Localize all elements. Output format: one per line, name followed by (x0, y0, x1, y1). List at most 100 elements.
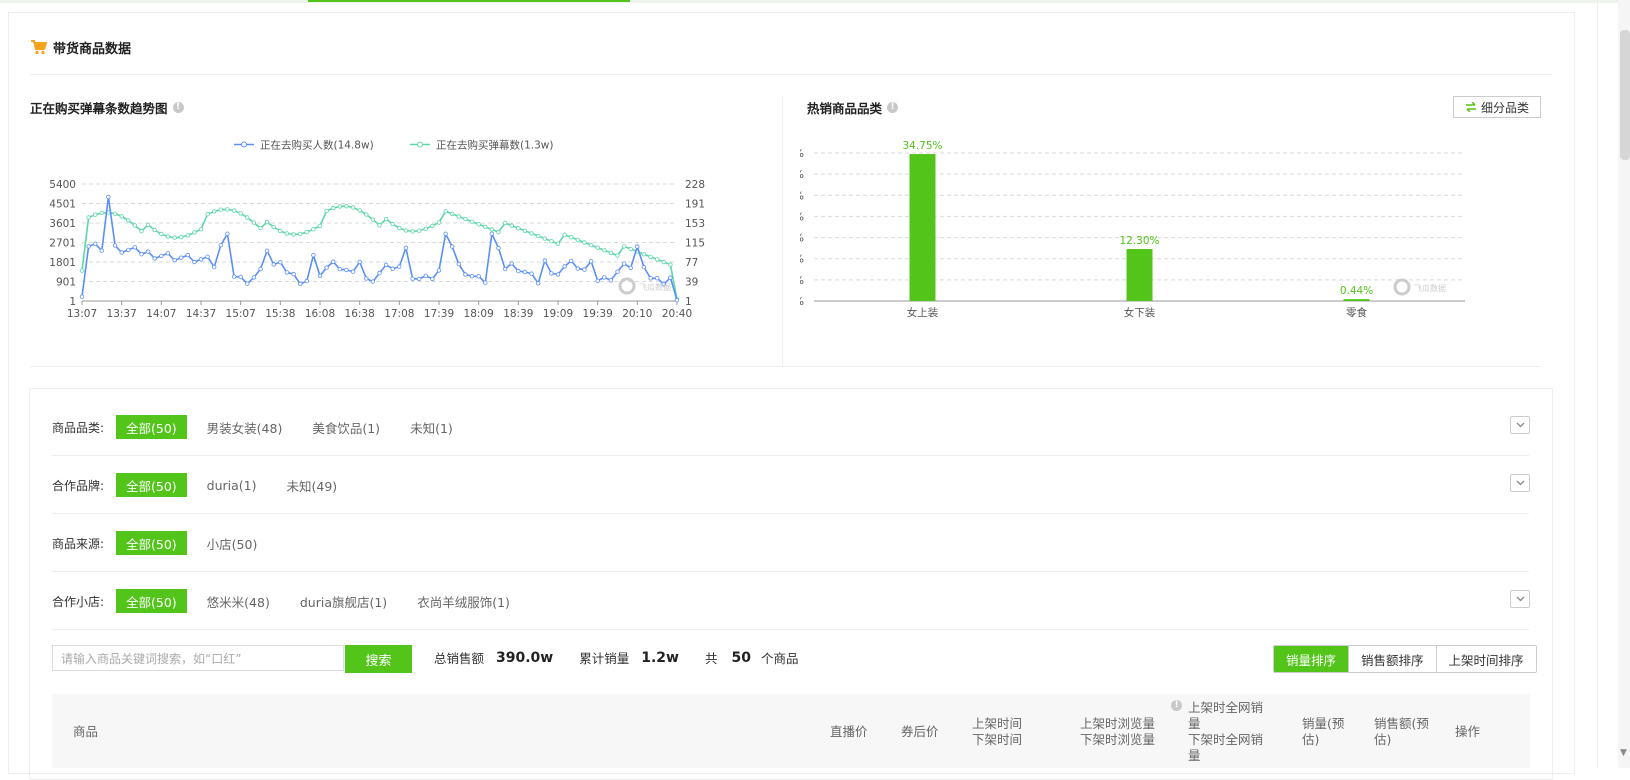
expand-button[interactable] (1510, 474, 1530, 492)
filter-chip[interactable]: 男装女装(48) (206, 420, 283, 436)
off-time-label: 下架时间 (972, 732, 1023, 747)
data-point (198, 226, 204, 232)
filter-chip[interactable]: 未知(49) (286, 478, 338, 494)
y-left-tick-label: 4501 (49, 199, 76, 211)
data-point (628, 246, 633, 252)
data-point (641, 264, 647, 270)
y-left-tick-label: 5400 (49, 179, 76, 191)
section-divider (30, 74, 1551, 75)
col-network-sales[interactable]: 上架时全网销 量 下架时全网销 量 (1188, 700, 1263, 764)
data-point (628, 265, 633, 271)
col-views[interactable]: 上架时浏览量 下架时浏览量 (1080, 716, 1155, 748)
data-point (575, 237, 580, 243)
data-point (258, 225, 263, 231)
bar (909, 154, 936, 301)
filter-chip[interactable]: 小店(50) (206, 536, 258, 552)
data-point (99, 248, 104, 253)
search-button[interactable]: 搜索 (345, 645, 412, 673)
col-shelf-time[interactable]: 上架时间 下架时间 (972, 716, 1022, 748)
filter-chip[interactable]: 全部(50) (116, 473, 187, 497)
x-tick-label: 17:08 (384, 308, 414, 320)
y-right-tick-label: 39 (685, 277, 698, 289)
filter-chip[interactable]: 衣尚羊绒服饰(1) (417, 594, 510, 610)
x-tick-label: 19:39 (583, 308, 613, 320)
info-icon[interactable]: ! (887, 102, 899, 113)
scrollbar-track[interactable] (1618, 0, 1630, 768)
filter-chip[interactable]: 全部(50) (116, 415, 187, 439)
filter-chip[interactable]: 悠米米(48) (206, 594, 270, 610)
data-point (185, 233, 190, 238)
x-tick-label: 16:08 (305, 308, 335, 320)
expand-button[interactable] (1510, 590, 1530, 608)
data-point (469, 219, 475, 224)
data-point (383, 262, 389, 268)
data-point (469, 273, 475, 279)
x-tick-label: 女下装 (1124, 306, 1156, 319)
filter-chip[interactable]: 美食饮品(1) (312, 420, 381, 436)
data-point (450, 211, 455, 217)
chevron-down-icon (1516, 422, 1524, 428)
est-amount-label: 销售额(预 (1374, 716, 1429, 731)
filter-row-source: 商品来源: 全部(50) 小店(50) (52, 531, 277, 555)
shelf-sales-label-2: 量 (1188, 716, 1201, 731)
data-point (271, 224, 276, 230)
x-tick-label: 20:40 (662, 308, 692, 320)
scrollbar-thumb[interactable] (1620, 30, 1630, 160)
filter-chip[interactable]: duria旗舰店(1) (299, 594, 388, 610)
data-point (397, 225, 402, 231)
data-point (423, 226, 428, 231)
sort-by-volume-button[interactable]: 销量排序 (1274, 646, 1349, 672)
data-point (245, 281, 250, 286)
panel-divider (782, 96, 783, 366)
blue-series-line (81, 196, 678, 301)
data-point (258, 266, 263, 272)
data-point (92, 241, 98, 246)
col-product: 商品 (73, 724, 99, 739)
info-icon[interactable]: ! (172, 102, 184, 113)
data-point (172, 258, 177, 263)
data-point (370, 279, 376, 284)
data-point (92, 212, 98, 217)
data-point (588, 259, 594, 264)
data-point (198, 257, 204, 262)
filter-chip[interactable]: 未知(1) (410, 420, 453, 436)
col-est-volume[interactable]: 销量(预 估) (1302, 716, 1344, 748)
info-icon[interactable]: ! (1171, 700, 1182, 711)
expand-button[interactable] (1510, 416, 1530, 434)
filter-chip[interactable]: 全部(50) (116, 531, 187, 555)
data-point (324, 208, 329, 214)
data-point (99, 210, 104, 216)
col-est-amount[interactable]: 销售额(预 估) (1374, 716, 1429, 748)
col-coupon-price[interactable]: 券后价 (901, 724, 939, 739)
sort-by-time-button[interactable]: 上架时间排序 (1435, 646, 1536, 672)
data-point (139, 251, 144, 257)
data-point (536, 233, 541, 239)
filter-divider (52, 513, 1529, 514)
est-amount-label-2: 估) (1374, 732, 1392, 747)
top-tab-bar (0, 0, 1630, 3)
x-tick-label: 17:39 (424, 308, 454, 320)
data-point (304, 278, 309, 284)
sub-category-button[interactable]: 细分品类 (1453, 96, 1541, 118)
hot-panel-title: 热销商品品类 ! (807, 98, 899, 117)
col-live-price[interactable]: 直播价 (830, 724, 868, 739)
search-input[interactable]: 请输入商品关键词搜索，如“口红” (52, 645, 344, 671)
data-point (542, 236, 547, 241)
count-prefix: 共 (704, 651, 718, 666)
filter-chip[interactable]: 全部(50) (116, 589, 187, 613)
data-point (516, 225, 521, 231)
data-point (562, 264, 567, 269)
data-point (79, 268, 85, 273)
sort-group: 销量排序 销售额排序 上架时间排序 (1273, 645, 1537, 673)
data-point (231, 208, 237, 213)
filter-row-brand: 合作品牌: 全部(50) duria(1) 未知(49) (52, 473, 357, 497)
sort-by-amount-button[interactable]: 销售额排序 (1348, 646, 1436, 672)
filter-chip[interactable]: duria(1) (206, 477, 257, 493)
data-point (159, 231, 164, 237)
x-tick-label: 零食 (1346, 306, 1368, 319)
data-point (450, 244, 455, 249)
data-point (383, 216, 389, 222)
data-point (284, 270, 290, 275)
scroll-down-icon[interactable]: ▼ (1620, 748, 1627, 758)
data-point (324, 265, 329, 270)
